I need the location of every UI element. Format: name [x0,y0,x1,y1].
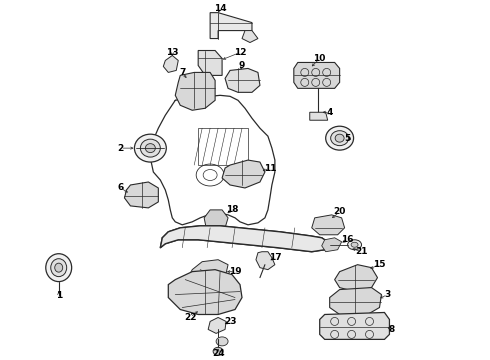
Text: 9: 9 [239,61,245,70]
Text: 23: 23 [224,317,236,326]
Text: 18: 18 [226,206,238,215]
Ellipse shape [347,240,362,250]
Text: 11: 11 [264,163,276,172]
Text: 8: 8 [388,325,394,334]
Text: 21: 21 [355,247,368,256]
Polygon shape [124,182,158,208]
Ellipse shape [351,242,358,247]
Text: 4: 4 [326,108,333,117]
Polygon shape [208,318,226,333]
Polygon shape [222,160,265,188]
Polygon shape [256,252,275,270]
Polygon shape [335,265,377,292]
Text: 22: 22 [184,313,196,322]
Text: 14: 14 [214,4,226,13]
Ellipse shape [146,144,155,153]
Text: 10: 10 [314,54,326,63]
Text: 12: 12 [234,48,246,57]
Text: 15: 15 [373,260,386,269]
Text: 5: 5 [344,134,351,143]
Text: 19: 19 [229,267,242,276]
Ellipse shape [46,254,72,282]
Text: 13: 13 [166,48,178,57]
Polygon shape [175,72,215,110]
Text: 20: 20 [334,207,346,216]
Ellipse shape [51,259,67,276]
Text: 16: 16 [342,235,354,244]
Polygon shape [319,312,390,339]
Polygon shape [210,13,252,39]
Ellipse shape [331,131,348,146]
Polygon shape [330,288,382,315]
Text: 17: 17 [269,253,281,262]
Polygon shape [294,62,340,88]
Polygon shape [225,68,260,92]
Polygon shape [198,50,222,75]
Polygon shape [168,270,242,315]
Ellipse shape [55,263,63,272]
Polygon shape [160,226,328,252]
Polygon shape [204,210,228,232]
Polygon shape [242,31,258,42]
Ellipse shape [216,337,228,346]
Polygon shape [310,112,328,120]
Polygon shape [312,215,344,235]
Polygon shape [322,238,342,252]
Text: 2: 2 [118,144,123,153]
Ellipse shape [134,134,166,162]
Text: 6: 6 [118,184,123,193]
Ellipse shape [335,134,344,142]
Ellipse shape [141,139,160,157]
Text: 3: 3 [384,290,391,299]
Text: 24: 24 [212,349,224,358]
Text: 1: 1 [55,291,62,300]
Text: 7: 7 [179,68,185,77]
Polygon shape [163,55,178,72]
Ellipse shape [326,126,354,150]
Ellipse shape [213,347,223,355]
Polygon shape [188,260,228,285]
